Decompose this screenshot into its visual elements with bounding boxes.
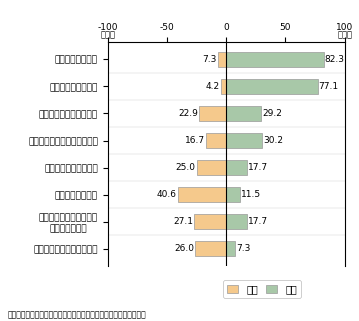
- Text: 82.3: 82.3: [325, 55, 345, 64]
- Bar: [206, 133, 226, 148]
- Text: 17.7: 17.7: [248, 217, 269, 226]
- Text: 27.1: 27.1: [173, 217, 193, 226]
- Text: 40.6: 40.6: [157, 190, 177, 199]
- Text: 7.3: 7.3: [236, 244, 250, 253]
- Bar: [226, 187, 240, 202]
- Bar: [226, 214, 247, 229]
- Text: （％）: （％）: [337, 31, 352, 40]
- Text: 25.0: 25.0: [175, 163, 195, 172]
- Text: 30.2: 30.2: [263, 136, 283, 145]
- Text: 11.5: 11.5: [241, 190, 261, 199]
- Text: 16.7: 16.7: [185, 136, 205, 145]
- Text: 22.9: 22.9: [178, 109, 198, 118]
- Bar: [226, 52, 324, 67]
- Bar: [226, 160, 247, 175]
- Text: 26.0: 26.0: [174, 244, 194, 253]
- Text: 29.2: 29.2: [262, 109, 282, 118]
- Text: 17.7: 17.7: [248, 163, 269, 172]
- Bar: [199, 106, 226, 121]
- Bar: [226, 133, 262, 148]
- Text: 77.1: 77.1: [319, 82, 339, 91]
- Bar: [194, 214, 226, 229]
- Bar: [218, 52, 226, 67]
- Text: 7.3: 7.3: [202, 55, 216, 64]
- Bar: [226, 79, 317, 94]
- Bar: [221, 79, 226, 94]
- Bar: [226, 241, 235, 256]
- Bar: [226, 106, 261, 121]
- Legend: なし, あり: なし, あり: [223, 280, 301, 298]
- Bar: [178, 187, 226, 202]
- Text: （出典）「オフショアリングの進展とその影響に関する調査研究」: （出典）「オフショアリングの進展とその影響に関する調査研究」: [7, 310, 146, 319]
- Text: （％）: （％）: [100, 31, 115, 40]
- Text: 4.2: 4.2: [206, 82, 220, 91]
- Bar: [197, 160, 226, 175]
- Bar: [195, 241, 226, 256]
